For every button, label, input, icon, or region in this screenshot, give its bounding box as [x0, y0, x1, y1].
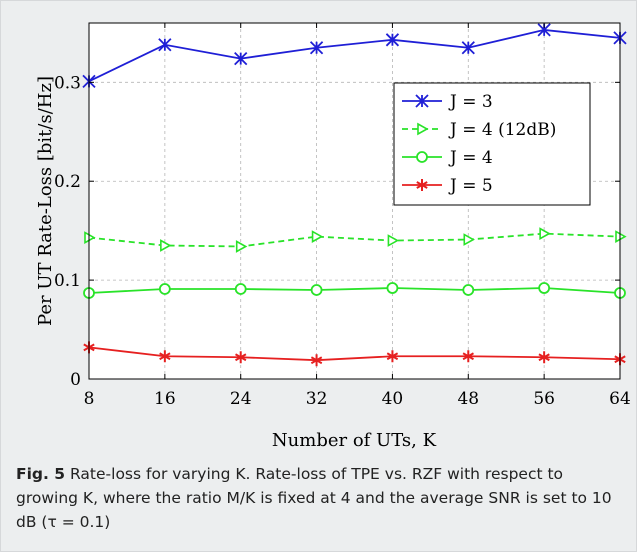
star-marker — [462, 350, 474, 363]
y-axis-title: Per UT Rate-Loss [bit/s/Hz] — [35, 76, 56, 326]
y-tick-label: 0.2 — [54, 172, 81, 192]
circle-marker — [386, 282, 399, 294]
circle-marker — [234, 283, 247, 295]
y-tick-label: 0 — [70, 370, 81, 390]
triangle-marker — [387, 234, 400, 247]
x-star-marker — [415, 94, 429, 108]
x-tick-label: 56 — [533, 389, 555, 409]
triangle-marker — [160, 239, 172, 252]
x-tick-label: 16 — [154, 389, 176, 409]
x-tick-label: 40 — [382, 389, 404, 409]
circle-marker — [158, 283, 171, 295]
star-marker — [159, 350, 171, 363]
circle-marker — [310, 284, 323, 296]
y-tick-label: 0.3 — [54, 73, 81, 93]
x-star-marker — [309, 41, 324, 55]
star-marker — [310, 354, 323, 367]
star-marker — [386, 350, 399, 363]
x-star-marker — [385, 33, 400, 47]
triangle-marker — [539, 227, 551, 240]
line-chart: 8 16 24 32 40 48 56 64 0 0.1 0.2 0.3 Number of UTs,… — [35, 22, 631, 451]
x-star-marker — [158, 38, 172, 52]
legend-label: J = 4 — [448, 148, 493, 168]
x-star-marker — [461, 41, 475, 55]
x-tick-label: 64 — [609, 389, 631, 409]
figure-caption: Fig. 5 Rate-loss for varying K. Rate-los… — [16, 462, 621, 534]
series-layer — [82, 23, 627, 367]
series-line — [88, 29, 621, 83]
star-marker — [538, 351, 550, 364]
legend-label: J = 3 — [448, 92, 493, 112]
ticks: 8 16 24 32 40 48 56 64 0 0.1 0.2 0.3 — [54, 23, 631, 409]
series-line — [88, 232, 621, 248]
legend-label: J = 5 — [448, 176, 493, 196]
x-tick-label: 32 — [306, 389, 328, 409]
plot-frame — [88, 22, 621, 380]
triangle-marker — [463, 233, 475, 246]
star-marker — [235, 351, 247, 364]
x-tick-label: 8 — [84, 389, 95, 409]
x-tick-label: 24 — [230, 389, 252, 409]
triangle-marker — [311, 230, 324, 243]
triangle-marker — [417, 122, 429, 136]
y-tick-label: 0.1 — [54, 271, 81, 291]
circle-marker — [462, 284, 475, 296]
series-group — [82, 23, 627, 88]
circle-marker — [416, 151, 428, 163]
circle-marker — [538, 282, 551, 294]
star-marker — [416, 179, 428, 191]
series-line — [88, 287, 621, 294]
series-line — [88, 346, 621, 362]
series-group — [83, 282, 626, 299]
x-star-marker — [234, 51, 248, 66]
grid-lines — [89, 23, 620, 379]
x-tick-label: 48 — [457, 389, 479, 409]
x-axis-title: Number of UTs, K — [272, 430, 437, 451]
legend: J = 3 J = 4 (12dB) J = 4 J = 5 — [393, 82, 591, 206]
triangle-marker — [235, 240, 248, 253]
caption-label: Fig. 5 — [16, 465, 66, 483]
caption-text: Rate-loss for varying K. Rate-loss of TP… — [16, 465, 612, 531]
legend-label: J = 4 (12dB) — [448, 120, 556, 140]
